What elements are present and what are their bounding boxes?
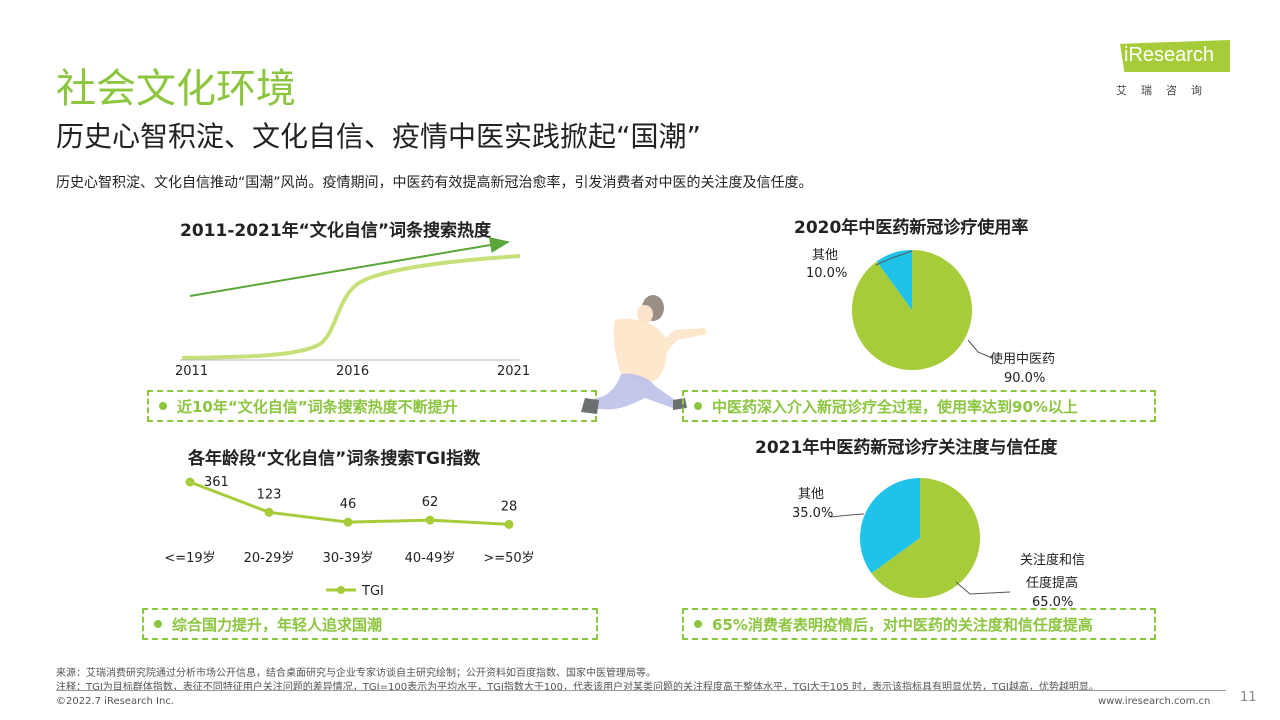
callout-box: 65%消费者表明疫情后，对中医药的关注度和信任度提高 <box>682 608 1156 640</box>
tgi-point <box>504 519 514 529</box>
logo-subtitle: 艾瑞咨询 <box>1116 84 1216 97</box>
pie-slice-other <box>876 250 912 310</box>
pie-label-name: 其他 <box>812 248 839 263</box>
tgi-note: 注释：TGI为目标群体指数，表征不同特征用户关注问题的差异情况，TGI=100表… <box>56 682 1099 693</box>
tgi-point <box>264 507 274 517</box>
tgi-category-label: 20-29岁 <box>244 551 295 566</box>
tgi-data-label: 28 <box>501 499 518 514</box>
callout-text: 近10年“文化自信”词条搜索热度不断提升 <box>177 397 458 416</box>
logo-badge <box>1120 40 1230 72</box>
chart3-svg: 361 <=19岁 123 20-29岁 46 30-39岁 62 40-49岁 28 >=50岁… <box>164 475 534 599</box>
bullet-dot <box>154 620 162 628</box>
tgi-category-label: <=19岁 <box>164 551 215 566</box>
tgi-data-label: 46 <box>340 497 357 512</box>
chart3-title: 各年龄段“文化自信”词条搜索TGI指数 <box>188 449 481 469</box>
pie-label-name: 其他 <box>798 487 825 502</box>
tgi-category-label: 30-39岁 <box>323 551 374 566</box>
pie-label-name: 使用中医药 <box>990 352 1056 367</box>
tgi-point <box>425 515 435 525</box>
callout-text: 综合国力提升，年轻人追求国潮 <box>172 615 383 634</box>
tick-label: 2016 <box>336 364 370 379</box>
bullet-dot <box>694 620 702 628</box>
tgi-point <box>185 477 195 487</box>
bullet-dot <box>694 402 702 410</box>
legend-label: TGI <box>361 584 384 599</box>
leader-line <box>967 339 993 359</box>
iresearch-logo: iResearch 艾瑞咨询 <box>1112 40 1232 102</box>
pie-label-value: 65.0% <box>1032 595 1074 610</box>
tick-label: 2021 <box>497 364 531 379</box>
pie-label-value: 10.0% <box>806 266 848 281</box>
tgi-data-label: 62 <box>422 495 439 510</box>
bullet-dot <box>159 402 167 410</box>
pie-slice-main <box>871 478 980 598</box>
leader-line <box>875 250 913 266</box>
tgi-data-label: 361 <box>204 475 229 490</box>
page-title: 社会文化环境 <box>56 66 296 112</box>
chart1-svg <box>180 237 521 361</box>
intro-text: 历史心智积淀、文化自信推动“国潮”风尚。疫情期间，中医药有效提高新冠治愈率，引发… <box>56 175 813 191</box>
chart2-pie <box>852 250 993 370</box>
callout-text: 65%消费者表明疫情后，对中医药的关注度和信任度提高 <box>712 615 1093 634</box>
tgi-category-label: >=50岁 <box>483 551 534 566</box>
legend-marker <box>337 586 345 594</box>
callout-box: 综合国力提升，年轻人追求国潮 <box>142 608 598 640</box>
chart2-title: 2020年中医药新冠诊疗使用率 <box>794 218 1029 238</box>
tgi-data-label: 123 <box>257 487 282 502</box>
chart1-title: 2011-2021年“文化自信”词条搜索热度 <box>180 221 492 241</box>
tgi-category-label: 40-49岁 <box>405 551 456 566</box>
source-note: 来源：艾瑞消费研究院通过分析市场公开信息，结合桌面研究与企业专家访谈自主研究绘制… <box>56 668 656 679</box>
chart4-pie <box>829 478 1011 598</box>
callout-box: 近10年“文化自信”词条搜索热度不断提升 <box>147 390 597 422</box>
footer-divider <box>56 690 1226 691</box>
tgi-point <box>343 517 353 527</box>
leader-line <box>955 581 1011 595</box>
callout-text: 中医药深入介入新冠诊疗全过程，使用率达到90%以上 <box>712 397 1078 416</box>
pie-label-value: 90.0% <box>1004 371 1046 386</box>
copyright: ©2022.7 iResearch Inc. <box>56 696 174 707</box>
pie-label-name: 关注度和信 <box>1020 553 1086 568</box>
trend-arrow <box>189 237 510 297</box>
callout-box: 中医药深入介入新冠诊疗全过程，使用率达到90%以上 <box>682 390 1156 422</box>
leader-line <box>829 513 865 518</box>
heat-curve <box>181 254 521 360</box>
website-url: www.iresearch.com.cn <box>1098 696 1211 707</box>
page-number: 11 <box>1240 690 1257 705</box>
page-subtitle: 历史心智积淀、文化自信、疫情中医实践掀起“国潮” <box>56 120 702 153</box>
logo-brand: iResearch <box>1124 44 1215 66</box>
tick-label: 2011 <box>175 364 209 379</box>
pie-label-value: 35.0% <box>792 506 834 521</box>
pie-slice-other <box>860 478 920 574</box>
chart4-title: 2021年中医药新冠诊疗关注度与信任度 <box>755 438 1058 458</box>
pie-label-name: 任度提高 <box>1026 576 1079 591</box>
